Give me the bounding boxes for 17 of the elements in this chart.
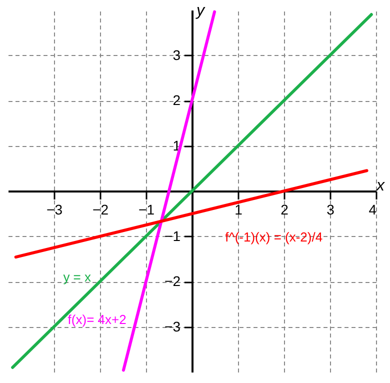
x-tick-label: 4 [368, 202, 377, 218]
series-label: f(x)= 4x+2 [68, 312, 126, 327]
series-label: y = x [63, 269, 92, 284]
x-tick-label: −2 [92, 202, 109, 218]
y-tick-label: −1 [164, 228, 181, 244]
y-tick-label: −3 [164, 318, 181, 334]
x-tick-label: 3 [326, 202, 335, 218]
y-axis-title: y [196, 2, 206, 20]
x-tick-label: −1 [138, 202, 155, 218]
x-axis-title: x [376, 178, 386, 194]
x-tick-label: 2 [280, 202, 289, 218]
y-tick-label: 3 [172, 46, 181, 63]
y-tick-label: 2 [172, 92, 181, 108]
y-tick-label: −2 [164, 273, 181, 289]
x-tick-label: 1 [234, 202, 243, 218]
series-label: f^(-1)(x) = (x-2)/4 [225, 230, 323, 245]
x-tick-label: −3 [46, 202, 63, 218]
